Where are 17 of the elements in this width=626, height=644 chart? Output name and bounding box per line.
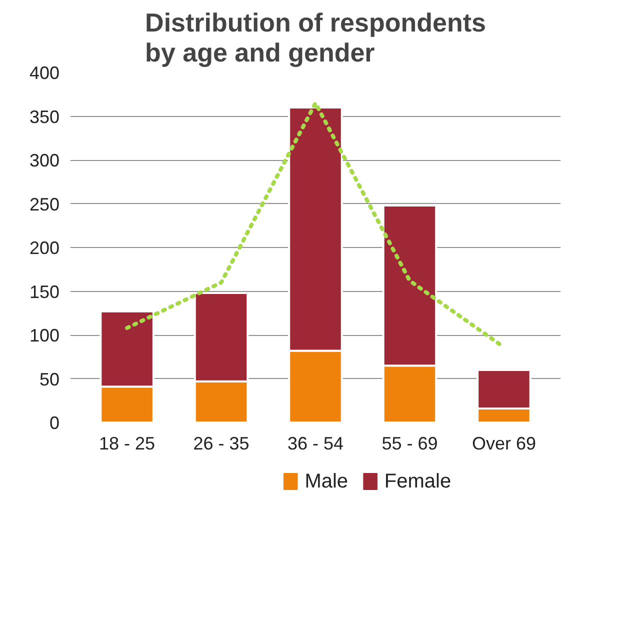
y-tick-label: 350 (29, 106, 60, 127)
x-tick-label: 36 - 54 (287, 434, 344, 454)
legend-label: Male (304, 470, 348, 492)
y-tick-label: 50 (39, 369, 60, 390)
y-tick-label: 100 (29, 326, 60, 346)
y-tick-label: 250 (29, 194, 60, 214)
x-tick-label: 26 - 35 (193, 434, 250, 454)
x-tick-label: Over 69 (472, 434, 536, 454)
y-tick-label: 300 (29, 150, 60, 170)
x-tick-label: 55 - 69 (382, 434, 438, 454)
x-tick-label: 18 - 25 (99, 434, 156, 454)
y-tick-label: 0 (49, 413, 60, 433)
y-tick-label: 200 (29, 238, 60, 258)
legend-label: Female (384, 470, 452, 492)
chart-title: Distribution of respondents by age and gender (145, 8, 486, 68)
y-tick-label: 400 (29, 63, 60, 83)
y-tick-label: 150 (29, 282, 60, 302)
